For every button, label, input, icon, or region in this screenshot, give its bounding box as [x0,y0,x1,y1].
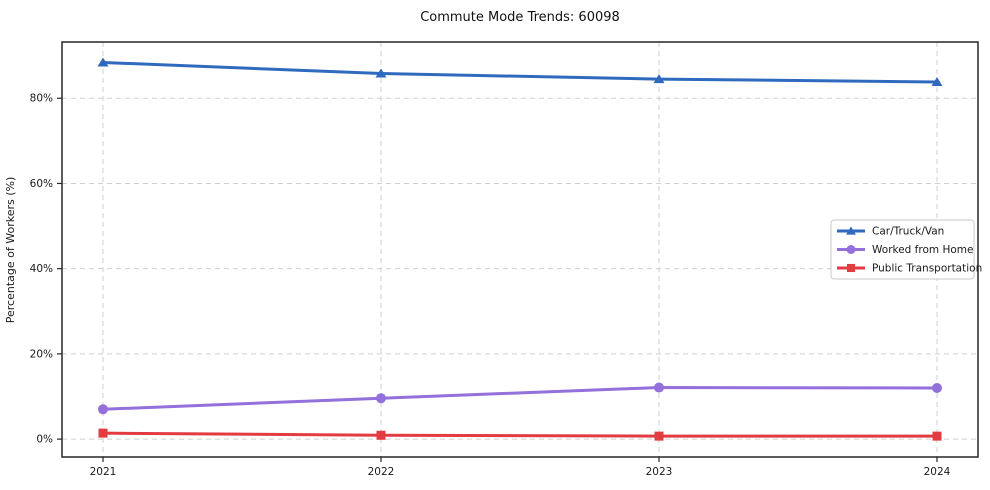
x-tick-label: 2022 [368,466,395,478]
data-point-worked-from-home [932,382,942,393]
y-tick-label: 60% [30,178,53,190]
series-layer [97,57,943,441]
tick-layer [57,97,938,462]
data-point-public-transportation [376,430,386,440]
y-tick-label: 20% [30,348,53,360]
legend-label: Car/Truck/Van [872,226,944,238]
series-line-car-truck-van [101,60,939,84]
data-point-worked-from-home [654,382,664,393]
legend-marker-triangle [846,226,856,235]
legend: Car/Truck/Van Worked from Home Public Tran… [830,219,982,280]
legend-label: Public Transportation [872,263,982,275]
data-point-car-truck-van [375,68,387,78]
legend-label: Worked from Home [872,244,973,256]
tick-label-layer: 0% 20% 40% 60% 80% 2021 2022 2023 2024 [30,93,951,478]
x-tick-label: 2024 [924,466,951,478]
x-tick-label: 2021 [90,466,117,478]
data-point-car-truck-van [653,74,665,84]
data-point-car-truck-van [97,57,109,67]
data-point-worked-from-home [98,404,108,415]
data-point-car-truck-van [931,77,943,87]
y-tick-label: 80% [30,93,53,105]
data-point-public-transportation [98,428,108,438]
y-tick-label: 0% [36,434,53,446]
chart-title: Commute Mode Trends: 60098 [420,10,620,25]
y-tick-label: 40% [30,263,53,275]
legend-box [830,219,975,280]
series-line-worked-from-home [101,386,939,411]
y-axis-label: Percentage of Workers (%) [4,177,17,324]
plot-border [61,41,979,458]
data-point-public-transportation [932,431,942,441]
data-point-worked-from-home [376,393,386,404]
data-point-public-transportation [654,431,664,441]
legend-marker-square [846,263,856,273]
legend-marker-circle [846,245,856,254]
x-tick-label: 2023 [646,466,673,478]
series-line-public-transportation [101,431,939,438]
